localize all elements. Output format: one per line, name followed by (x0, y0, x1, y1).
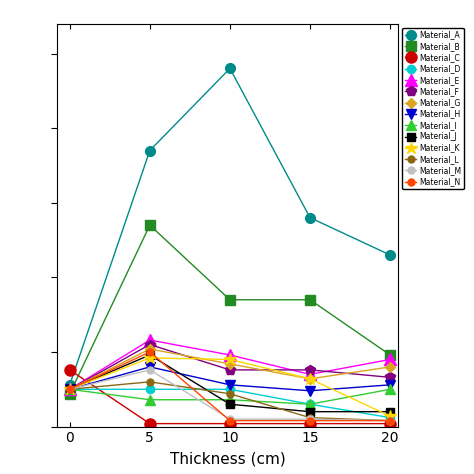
Material_L (307, 415, 313, 420)
Material_M (67, 386, 73, 392)
Material_A (387, 252, 393, 258)
Material_N (227, 418, 233, 423)
Material_L (67, 386, 73, 392)
Material_N (67, 386, 73, 392)
Material_K (67, 386, 73, 392)
Material_G (147, 346, 153, 352)
Line: Material_G: Material_G (66, 346, 393, 393)
Material_I (67, 386, 73, 392)
Line: Material_J: Material_J (65, 351, 394, 416)
Material_H (307, 388, 313, 393)
Material_N (147, 349, 153, 355)
Material_C (147, 421, 153, 427)
Material_G (67, 386, 73, 392)
Material_A (307, 215, 313, 220)
Material_D (227, 386, 233, 392)
Material_F (67, 386, 73, 392)
Material_F (387, 374, 393, 380)
Material_M (307, 416, 313, 422)
Material_M (387, 418, 393, 423)
Line: Material_F: Material_F (65, 340, 395, 394)
Line: Material_K: Material_K (64, 352, 396, 422)
Material_F (307, 367, 313, 373)
Legend: Material_A, Material_B, Material_C, Material_D, Material_E, Material_F, Material: Material_A, Material_B, Material_C, Mate… (402, 27, 464, 190)
Material_C (227, 421, 233, 427)
Material_J (227, 401, 233, 407)
Line: Material_A: Material_A (65, 64, 395, 390)
Material_I (147, 397, 153, 402)
Material_E (67, 386, 73, 392)
Material_K (147, 355, 153, 361)
Material_L (387, 418, 393, 423)
Material_B (147, 222, 153, 228)
Material_J (67, 386, 73, 392)
Material_K (387, 413, 393, 419)
Material_G (387, 364, 393, 370)
Line: Material_N: Material_N (66, 348, 393, 424)
Material_E (307, 372, 313, 377)
Material_D (67, 386, 73, 392)
Material_K (227, 356, 233, 362)
Material_G (227, 361, 233, 367)
Material_J (147, 352, 153, 358)
Material_B (307, 297, 313, 302)
X-axis label: Thickness (cm): Thickness (cm) (170, 451, 285, 466)
Material_J (307, 409, 313, 415)
Line: Material_C: Material_C (64, 365, 396, 429)
Material_I (227, 397, 233, 402)
Line: Material_I: Material_I (65, 384, 395, 409)
Material_C (387, 421, 393, 427)
Line: Material_D: Material_D (65, 385, 394, 422)
Material_H (227, 382, 233, 388)
Material_G (307, 376, 313, 382)
Material_I (307, 401, 313, 407)
Material_J (387, 409, 393, 415)
Material_B (387, 352, 393, 358)
Material_D (307, 401, 313, 407)
Line: Material_B: Material_B (65, 220, 395, 399)
Material_K (307, 376, 313, 382)
Line: Material_H: Material_H (65, 362, 395, 396)
Material_D (147, 386, 153, 392)
Line: Material_L: Material_L (66, 378, 393, 424)
Material_C (307, 421, 313, 427)
Material_H (147, 364, 153, 370)
Material_M (227, 416, 233, 422)
Material_E (227, 352, 233, 358)
Material_B (67, 391, 73, 397)
Material_C (67, 367, 73, 373)
Material_D (387, 415, 393, 420)
Material_F (147, 342, 153, 347)
Material_A (67, 382, 73, 388)
Material_E (147, 337, 153, 343)
Material_L (147, 379, 153, 385)
Material_E (387, 356, 393, 362)
Line: Material_E: Material_E (64, 335, 396, 395)
Material_F (227, 367, 233, 373)
Material_I (387, 386, 393, 392)
Material_B (227, 297, 233, 302)
Material_H (387, 382, 393, 388)
Material_M (147, 367, 153, 373)
Line: Material_M: Material_M (66, 366, 393, 424)
Material_N (307, 418, 313, 423)
Material_N (387, 418, 393, 423)
Material_A (227, 65, 233, 71)
Material_L (227, 391, 233, 397)
Material_A (147, 148, 153, 154)
Material_H (67, 386, 73, 392)
